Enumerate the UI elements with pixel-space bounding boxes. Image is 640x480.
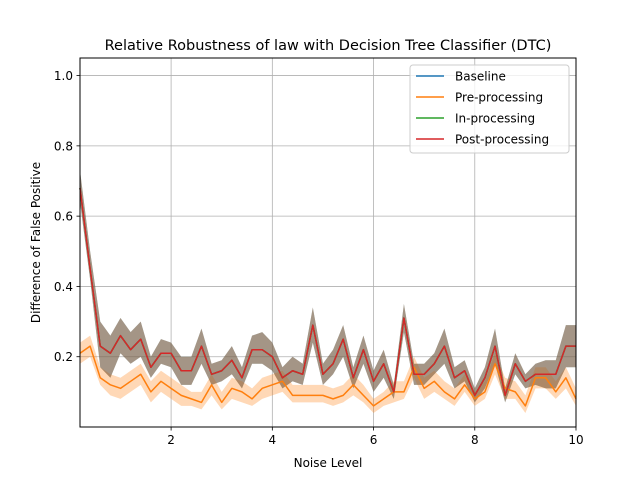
confidence-bands <box>80 170 576 413</box>
baseline-band <box>80 170 576 403</box>
x-axis-ticks: 2 4 6 8 10 <box>167 427 584 447</box>
in-processing-band <box>80 170 576 403</box>
chart-title: Relative Robustness of law with Decision… <box>105 38 552 54</box>
x-axis-label: Noise Level <box>294 456 363 470</box>
y-tick-label: 0.4 <box>54 280 73 294</box>
plot-frame <box>79 57 577 428</box>
y-axis-label: Difference of False Positive <box>29 162 43 323</box>
x-tick-label: 2 <box>167 433 175 447</box>
y-tick-label: 0.8 <box>54 139 73 153</box>
x-tick-label: 10 <box>568 433 583 447</box>
legend-label-in-processing: In-processing <box>455 112 535 126</box>
legend-label-post-processing: Post-processing <box>455 133 549 147</box>
legend-frame <box>409 64 570 154</box>
x-tick-label: 8 <box>471 433 479 447</box>
legend: Baseline Pre-processing In-processing Post-… <box>409 64 570 154</box>
y-tick-label: 1.0 <box>54 69 73 83</box>
x-tick-label: 6 <box>370 433 378 447</box>
pre-processing-line <box>79 345 577 407</box>
x-tick-label: 4 <box>269 433 277 447</box>
legend-label-pre-processing: Pre-processing <box>455 91 543 105</box>
pre-processing-band <box>80 335 576 413</box>
post-processing-line <box>79 187 576 397</box>
post-processing-band <box>80 170 576 403</box>
y-tick-label: 0.6 <box>54 210 73 224</box>
y-tick-label: 0.2 <box>54 350 73 364</box>
series-lines <box>79 187 577 407</box>
y-axis-ticks: 0.2 0.4 0.6 0.8 1.0 <box>54 69 80 364</box>
legend-label-baseline: Baseline <box>455 70 506 84</box>
